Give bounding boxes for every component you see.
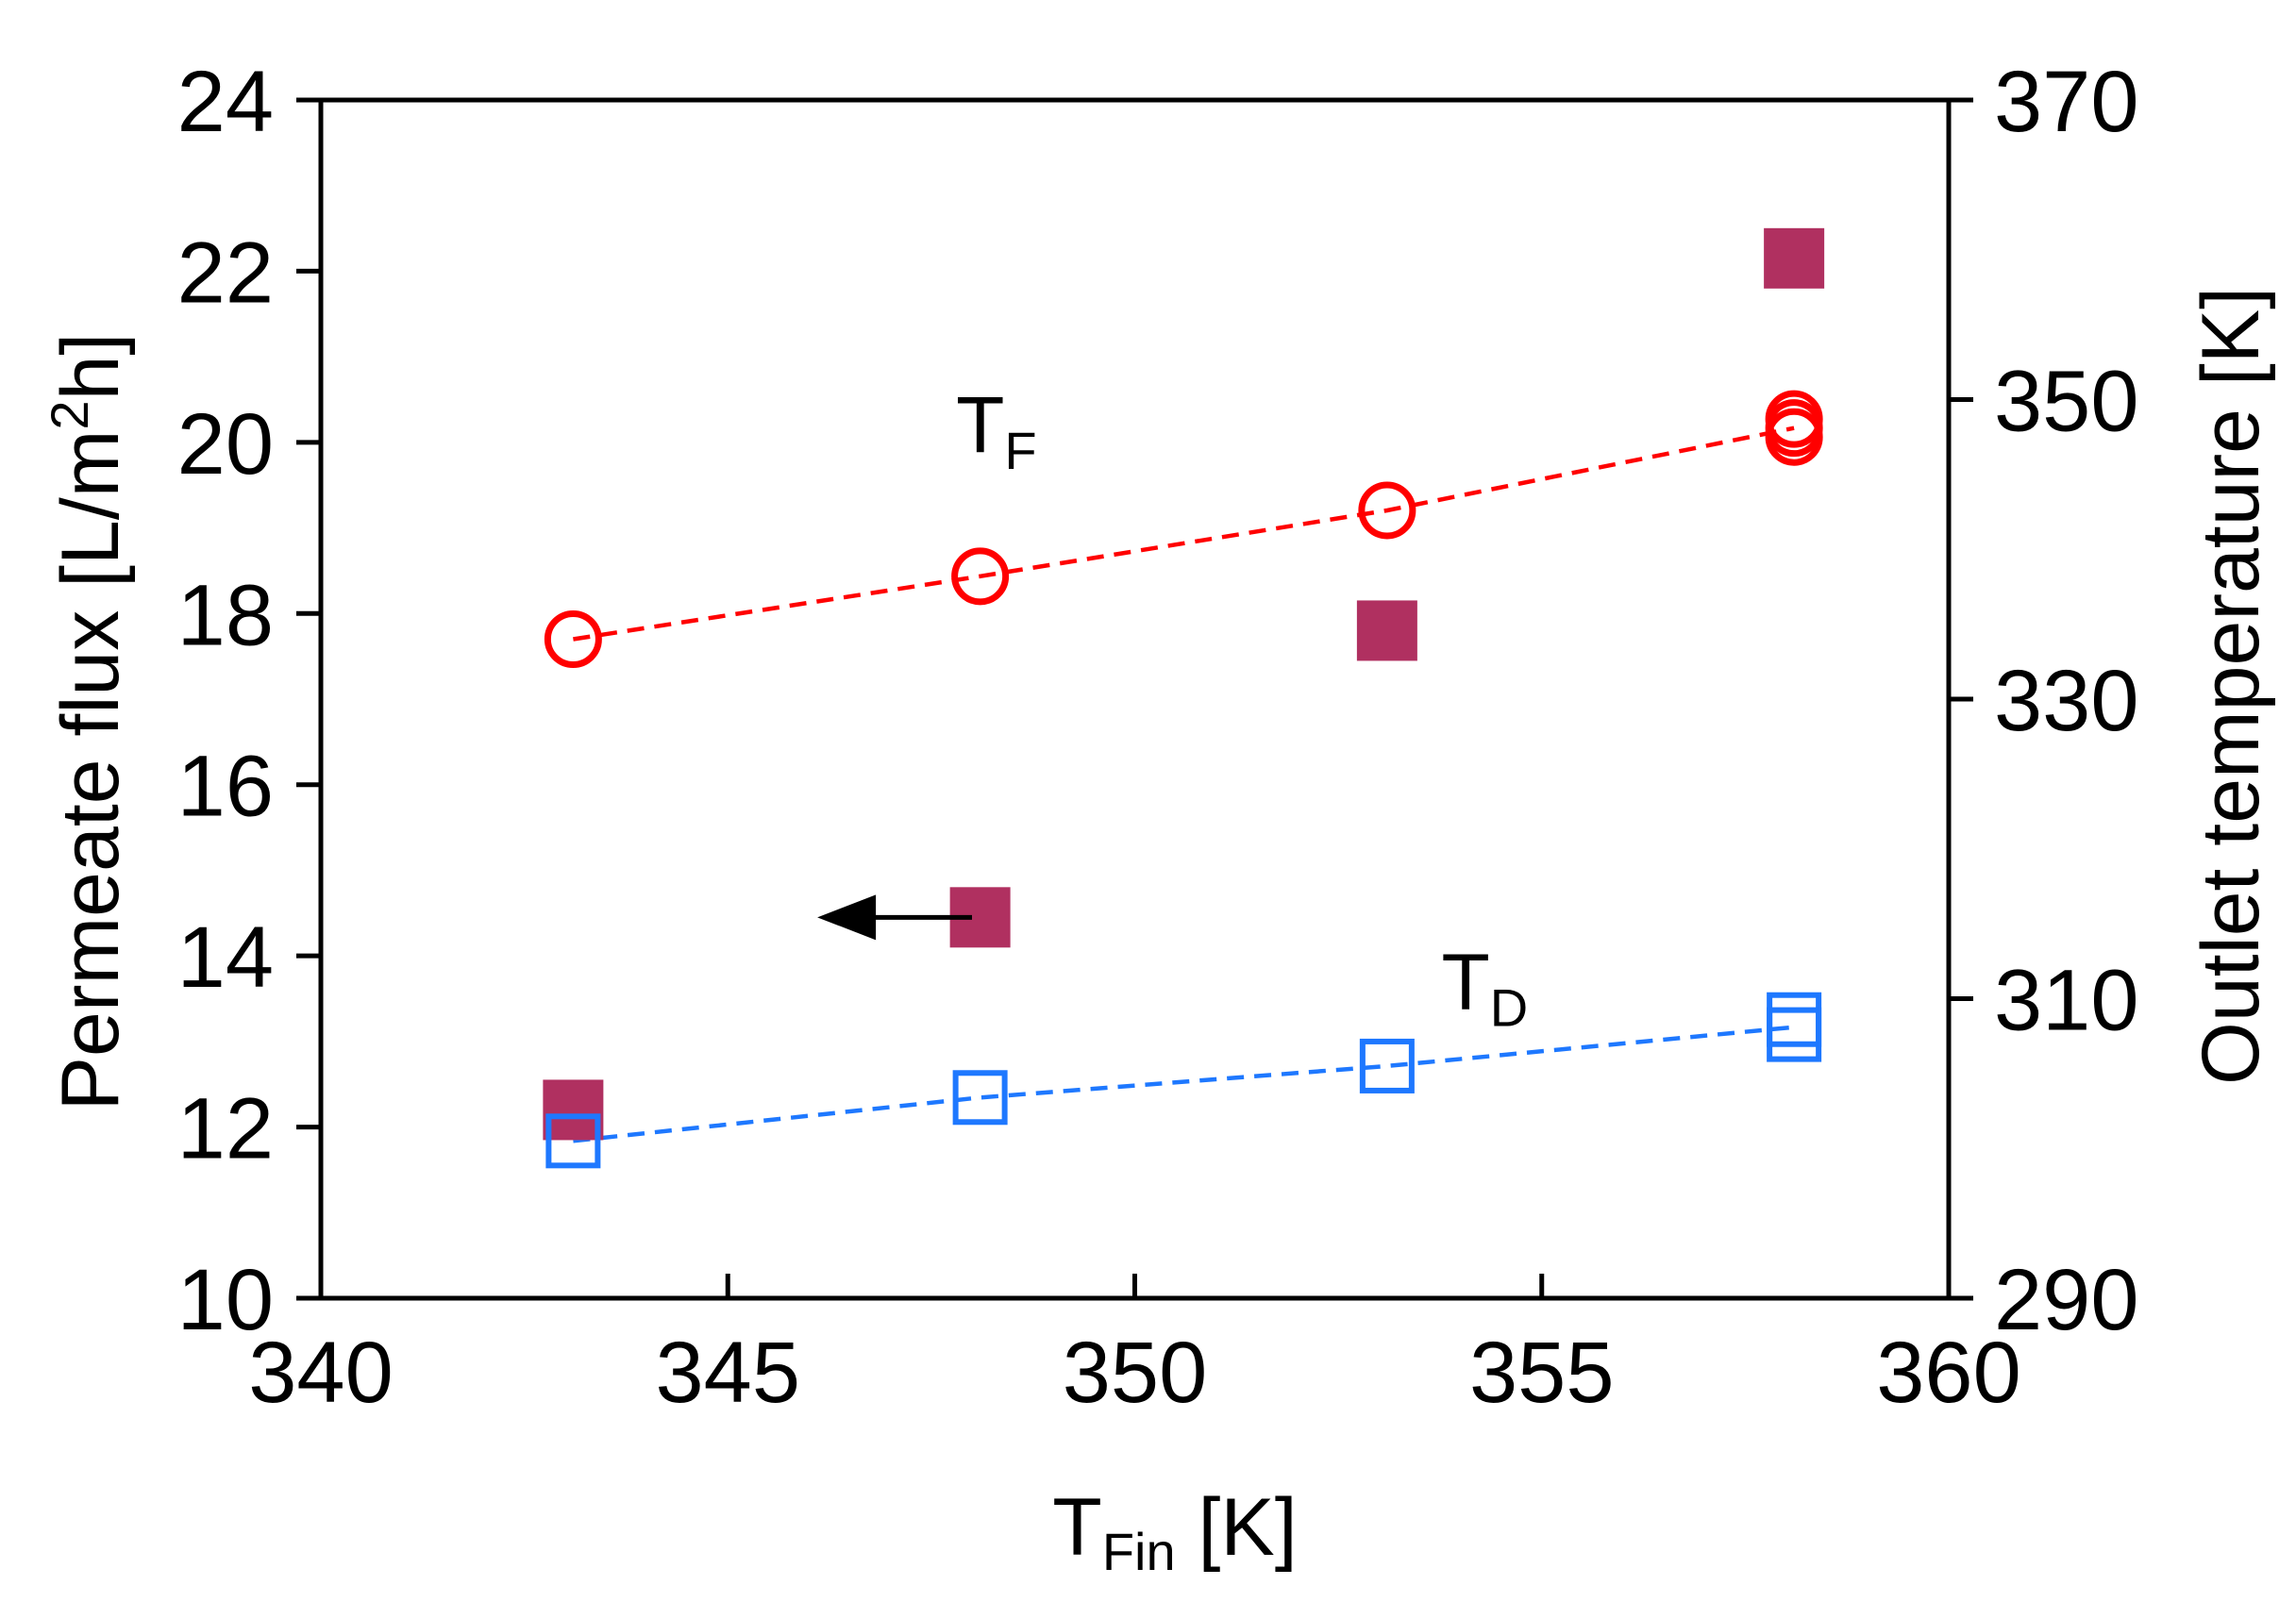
y-left-tick-label-16: 16 <box>177 739 274 835</box>
permeate-flux-point-2 <box>1356 600 1417 661</box>
x-tick-label-340: 340 <box>248 1325 394 1421</box>
td-label: TD <box>1441 938 1528 1038</box>
y-left-tick-label-10: 10 <box>177 1252 274 1348</box>
x-tick-label-345: 345 <box>656 1325 801 1421</box>
left-axis-title-pre: Permeate flux [L/m <box>45 430 136 1111</box>
y-right-tick-label-310: 310 <box>1994 953 2139 1049</box>
t-d-point-4 <box>1767 992 1822 1047</box>
t-f-line <box>573 426 1795 642</box>
axis-titles: TFin [K] Permeate flux [L/m2h] Outlet te… <box>40 287 2276 1581</box>
y-left-tick-label-22: 22 <box>177 225 274 321</box>
series-markers <box>543 227 1825 1169</box>
y-right-tick-label-290: 290 <box>1994 1252 2139 1348</box>
y-right-tick-label-330: 330 <box>1994 653 2139 749</box>
x-axis-title: TFin [K] <box>1052 1482 1297 1581</box>
left-axis-title-post: h] <box>45 333 136 401</box>
tf-label-main: T <box>956 380 1004 469</box>
y-left-tick-label-24: 24 <box>177 54 274 150</box>
y-left-tick-label-20: 20 <box>177 396 274 492</box>
y-left-tick-label-14: 14 <box>177 909 274 1006</box>
right-axis-title: Outlet temperature [K] <box>2186 287 2276 1085</box>
x-axis-title-main: T <box>1052 1482 1102 1573</box>
y-left-tick-label-12: 12 <box>177 1081 274 1177</box>
t-f-point-0 <box>544 610 602 668</box>
y-left-tick-label-18: 18 <box>177 567 274 663</box>
axes-layer: 340 345 350 355 360 10 12 14 16 18 20 22 24 290 310 330… <box>177 54 2139 1421</box>
td-label-main: T <box>1441 938 1489 1026</box>
x-tick-label-360: 360 <box>1876 1325 2021 1421</box>
td-label-sub: D <box>1490 978 1528 1038</box>
x-axis-title-unit: [K] <box>1176 1482 1298 1573</box>
left-axis-title-sup: 2 <box>40 400 99 429</box>
tf-label: TF <box>956 380 1037 480</box>
tf-label-sub: F <box>1004 421 1036 480</box>
t-f-point-5 <box>1765 390 1823 448</box>
left-axis-title: Permeate flux [L/m2h] <box>40 333 136 1111</box>
t-d-point-3 <box>1767 1007 1822 1062</box>
x-tick-label-350: 350 <box>1063 1325 1208 1421</box>
x-tick-label-355: 355 <box>1469 1325 1615 1421</box>
permeate-flux-point-0 <box>543 1079 604 1141</box>
t-f-point-1 <box>951 547 1010 606</box>
permeate-flux-point-3 <box>1764 227 1825 289</box>
x-axis-title-sub: Fin <box>1102 1522 1176 1581</box>
left-axis-arrow-head <box>817 894 877 941</box>
t-d-point-1 <box>952 1070 1008 1126</box>
t-d-point-0 <box>545 1113 601 1169</box>
y-right-tick-label-350: 350 <box>1994 354 2139 450</box>
annotations: TF TD <box>817 380 1528 1038</box>
t-d-line <box>573 1025 1795 1143</box>
y-right-tick-label-370: 370 <box>1994 54 2139 150</box>
t-f-point-2 <box>1358 481 1416 540</box>
series-lines <box>573 426 1795 1143</box>
t-d-point-2 <box>1359 1038 1415 1093</box>
